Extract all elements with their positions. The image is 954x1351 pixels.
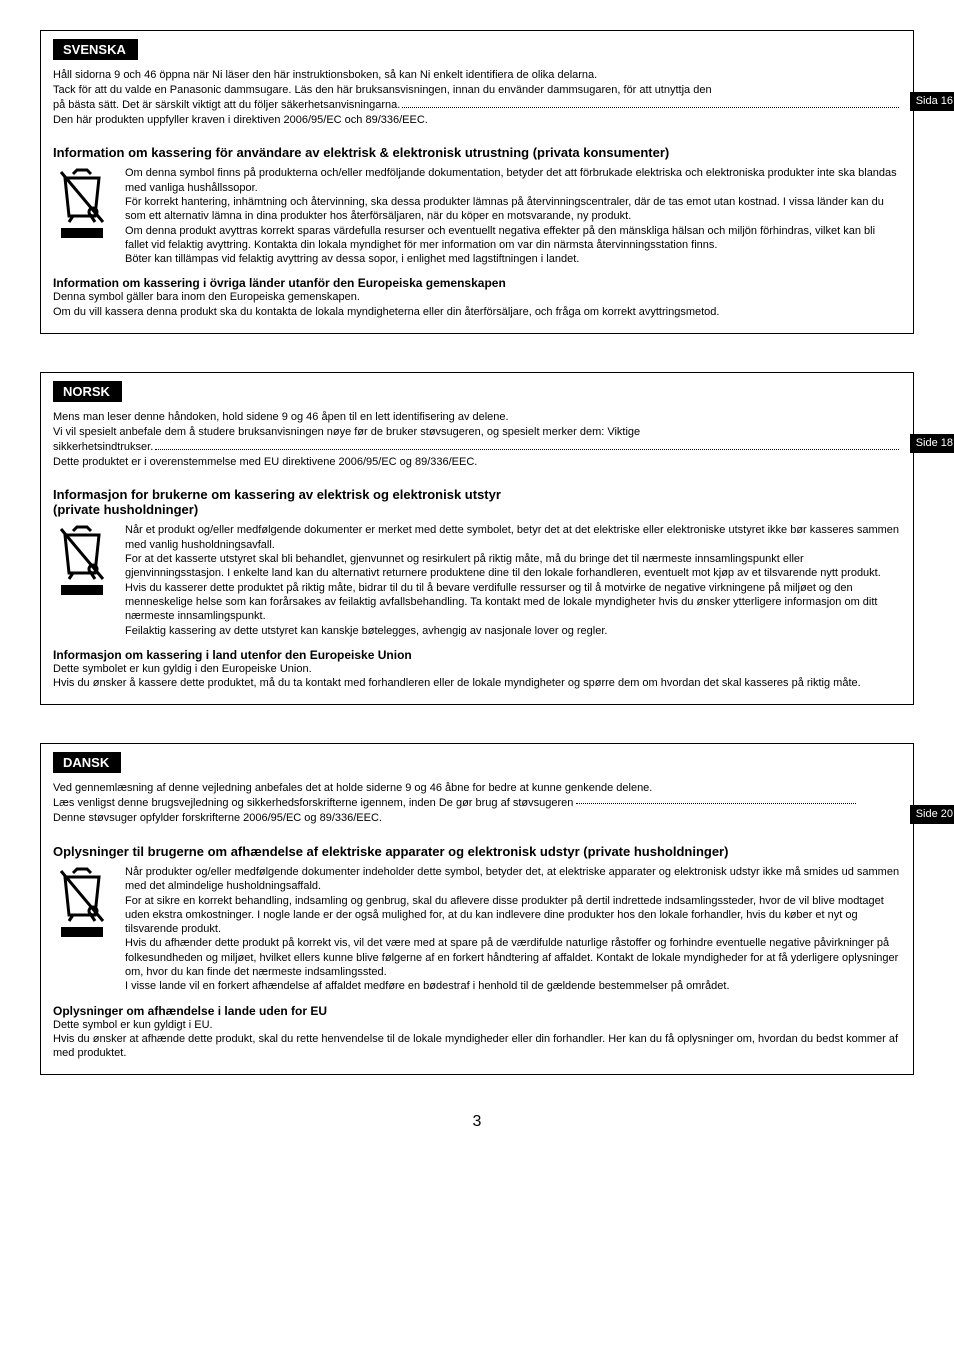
disposal-heading-2: Oplysninger om afhændelse i lande uden f… (53, 1004, 901, 1018)
intro-line: Mens man leser denne håndoken, hold side… (53, 410, 901, 425)
disposal-body: Når produkter og/eller medfølgende dokum… (125, 865, 901, 994)
intro-line: Vi vil spesielt anbefale dem å studere b… (53, 425, 901, 440)
disposal-body-2: Dette symbolet er kun gyldig i den Europ… (53, 662, 901, 691)
page-number: 3 (40, 1113, 914, 1131)
lang-label: SVENSKA (53, 39, 138, 60)
info-block: Når et produkt og/eller medfølgende doku… (53, 523, 901, 637)
section-norsk: NORSK Mens man leser denne håndoken, hol… (40, 372, 914, 705)
intro-text: sikkerhetsindtrukser. (53, 440, 153, 455)
intro-line-dotted: Læs venligst denne brugsvejledning og si… (53, 796, 901, 811)
lang-label: DANSK (53, 752, 121, 773)
dotted-leader (155, 449, 899, 450)
weee-icon (53, 865, 115, 950)
section-svenska: SVENSKA Håll sidorna 9 och 46 öppna när … (40, 30, 914, 334)
weee-icon (53, 523, 115, 608)
disposal-body: Når et produkt og/eller medfølgende doku… (125, 523, 901, 637)
intro-block: Ved gennemlæsning af denne vejledning an… (53, 781, 901, 826)
intro-line: Håll sidorna 9 och 46 öppna när Ni läser… (53, 68, 901, 83)
intro-tail: Denne støvsuger opfylder forskrifterne 2… (53, 811, 901, 826)
intro-line-dotted: på bästa sätt. Det är särskilt viktigt a… (53, 98, 901, 113)
lang-label: NORSK (53, 381, 122, 402)
intro-tail: Den här produkten uppfyller kraven i dir… (53, 113, 901, 128)
page-ref-badge: Sida 16 (910, 92, 954, 111)
disposal-heading: Oplysninger til brugerne om afhændelse a… (53, 844, 901, 859)
intro-tail: Dette produktet er i overenstemmelse med… (53, 455, 901, 470)
intro-text: Læs venligst denne brugsvejledning og si… (53, 797, 573, 809)
info-block: Når produkter og/eller medfølgende dokum… (53, 865, 901, 994)
disposal-heading-2: Information om kassering i övriga länder… (53, 276, 901, 290)
page-ref-badge: Side 18 (910, 434, 954, 453)
dotted-leader (576, 803, 856, 804)
disposal-heading: Informasjon for brukerne om kassering av… (53, 487, 901, 517)
dotted-leader (402, 107, 899, 108)
disposal-body-2: Denna symbol gäller bara inom den Europe… (53, 290, 901, 319)
disposal-body: Om denna symbol finns på produkterna och… (125, 166, 901, 266)
section-dansk: DANSK Ved gennemlæsning af denne vejledn… (40, 743, 914, 1075)
intro-block: Håll sidorna 9 och 46 öppna när Ni läser… (53, 68, 901, 127)
intro-line-dotted: sikkerhetsindtrukser. (53, 440, 901, 455)
disposal-body-2: Dette symbol er kun gyldigt i EU. Hvis d… (53, 1018, 901, 1061)
intro-line: Ved gennemlæsning af denne vejledning an… (53, 781, 901, 796)
disposal-heading-2: Informasjon om kassering i land utenfor … (53, 648, 901, 662)
weee-icon (53, 166, 115, 251)
page-ref-badge: Side 20 (910, 805, 954, 824)
intro-block: Mens man leser denne håndoken, hold side… (53, 410, 901, 469)
intro-line: Tack för att du valde en Panasonic damms… (53, 83, 901, 98)
intro-text: på bästa sätt. Det är särskilt viktigt a… (53, 98, 400, 113)
info-block: Om denna symbol finns på produkterna och… (53, 166, 901, 266)
disposal-heading: Information om kassering för användare a… (53, 145, 901, 160)
